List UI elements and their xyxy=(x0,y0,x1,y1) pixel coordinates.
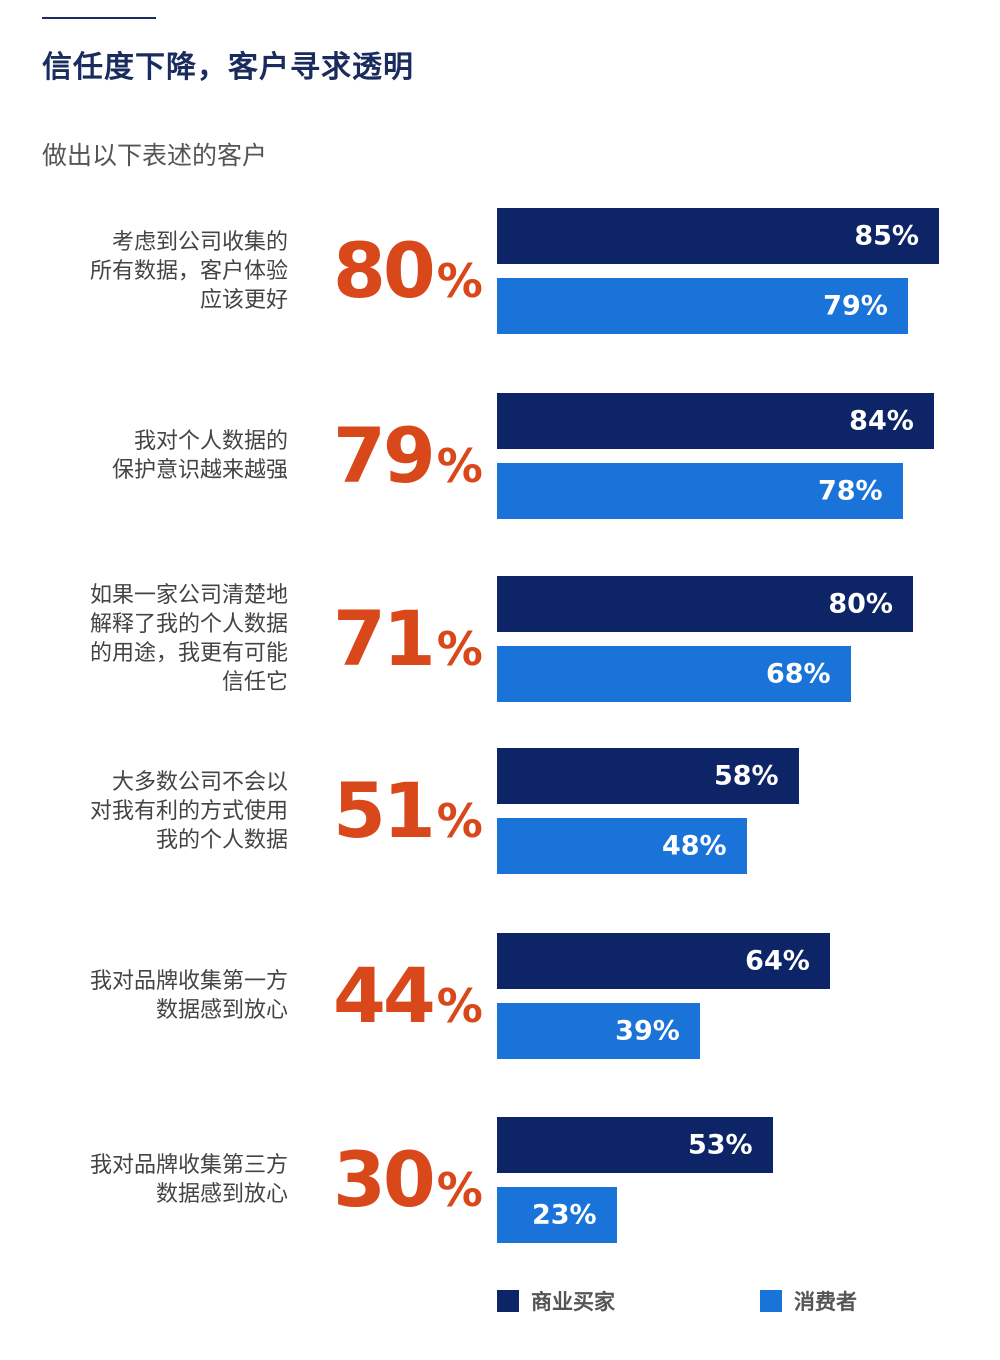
headline-percent-sign: % xyxy=(436,1163,483,1217)
category-label-line: 信任它 xyxy=(221,670,288,695)
bar-value-label: 39% xyxy=(615,1015,680,1047)
category-label-line: 我对品牌收集第三方 xyxy=(89,1153,288,1178)
category-label-line: 对我有利的方式使用 xyxy=(89,798,288,824)
category-label-line: 如果一家公司清楚地 xyxy=(89,583,288,608)
bar-value-label: 58% xyxy=(713,760,779,792)
headline-value: 71 xyxy=(333,594,436,683)
category-label-line: 考虑到公司收集的 xyxy=(111,229,288,255)
legend-item-buyer: 商业买家 xyxy=(497,1286,615,1316)
category-label-line: 数据感到放心 xyxy=(155,1182,288,1207)
bar-value-label: 80% xyxy=(828,588,893,620)
category-label-line: 大多数公司不会以 xyxy=(111,769,288,795)
headline-percent-sign: % xyxy=(436,439,483,493)
category-label-line: 解释了我的个人数据 xyxy=(89,612,288,637)
legend-label-consumer: 消费者 xyxy=(794,1290,857,1314)
bar-value-label: 85% xyxy=(854,220,919,252)
category-label-line: 的用途，我更有可能 xyxy=(89,641,288,666)
headline-value: 51 xyxy=(333,766,436,855)
category-label-line: 保护意识越来越强 xyxy=(111,458,288,483)
bar-value-label: 48% xyxy=(661,830,727,862)
headline-percent-sign: % xyxy=(436,254,483,308)
category-label: 我对个人数据的保护意识越来越强 xyxy=(28,427,288,485)
bar-consumer: 68% xyxy=(497,646,851,702)
category-label-line: 我的个人数据 xyxy=(155,827,288,853)
legend-swatch-buyer xyxy=(497,1290,519,1312)
bar-value-label: 84% xyxy=(849,405,914,437)
bar-buyer: 58% xyxy=(497,748,799,804)
category-label: 如果一家公司清楚地 解释了我的个人数据 的用途，我更有可能信任它 xyxy=(28,581,288,697)
bar-buyer: 53% xyxy=(497,1117,773,1173)
headline-percent: 30% xyxy=(333,1142,483,1218)
bar-value-label: 53% xyxy=(687,1129,753,1161)
top-rule xyxy=(42,17,156,19)
legend-label-buyer: 商业买家 xyxy=(531,1290,615,1314)
bar-buyer: 84% xyxy=(497,393,934,449)
bar-consumer: 79% xyxy=(497,278,908,334)
headline-value: 80 xyxy=(333,226,436,315)
headline-percent: 71% xyxy=(333,601,483,677)
headline-value: 30 xyxy=(333,1135,436,1224)
chart-subtitle: 做出以下表述的客户 xyxy=(42,141,268,170)
bar-value-label: 68% xyxy=(765,658,831,690)
chart-title: 信任度下降，客户寻求透明 xyxy=(42,50,414,85)
category-label-line: 所有数据，客户体验 xyxy=(89,258,288,284)
bar-value-label: 79% xyxy=(823,290,888,322)
bar-value-label: 23% xyxy=(531,1199,597,1231)
headline-value: 44 xyxy=(333,951,436,1040)
category-label-line: 我对品牌收集第一方 xyxy=(89,969,288,994)
headline-percent-sign: % xyxy=(436,979,483,1033)
category-label: 大多数公司不会以对我有利的方式使用我的个人数据 xyxy=(28,768,288,855)
headline-percent-sign: % xyxy=(436,794,483,848)
legend-swatch-consumer xyxy=(760,1290,782,1312)
bar-consumer: 39% xyxy=(497,1003,700,1059)
bar-buyer: 85% xyxy=(497,208,939,264)
headline-percent: 51% xyxy=(333,773,483,849)
headline-percent: 80% xyxy=(333,233,483,309)
bar-value-label: 64% xyxy=(745,945,810,977)
headline-value: 79 xyxy=(333,411,436,500)
category-label-line: 数据感到放心 xyxy=(155,998,288,1023)
bar-consumer: 48% xyxy=(497,818,747,874)
headline-percent: 44% xyxy=(333,958,483,1034)
category-label: 我对品牌收集第三方数据感到放心 xyxy=(28,1151,288,1209)
headline-percent: 79% xyxy=(333,418,483,494)
bar-consumer: 23% xyxy=(497,1187,617,1243)
category-label: 我对品牌收集第一方数据感到放心 xyxy=(28,967,288,1025)
category-label-line: 我对个人数据的 xyxy=(133,429,288,454)
category-label: 考虑到公司收集的所有数据，客户体验应该更好 xyxy=(28,228,288,315)
bar-consumer: 78% xyxy=(497,463,903,519)
bar-buyer: 64% xyxy=(497,933,830,989)
headline-percent-sign: % xyxy=(436,622,483,676)
bar-value-label: 78% xyxy=(817,475,883,507)
bar-buyer: 80% xyxy=(497,576,913,632)
category-label-line: 应该更好 xyxy=(199,287,288,313)
legend-item-consumer: 消费者 xyxy=(760,1286,857,1316)
